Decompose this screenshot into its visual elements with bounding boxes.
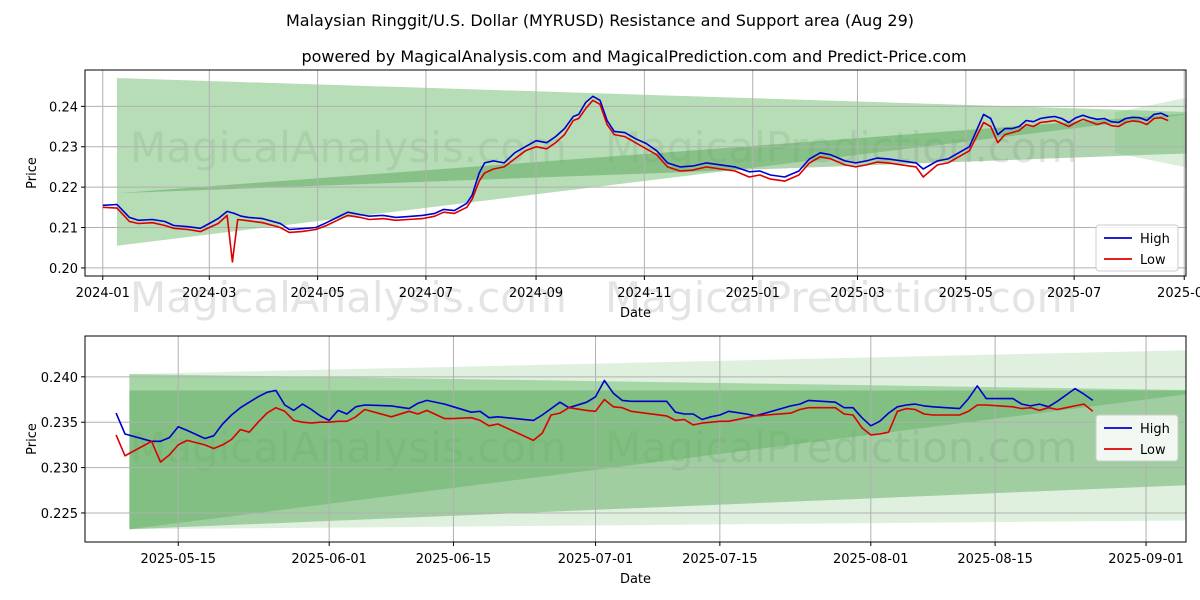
y-tick-label: 0.225	[41, 507, 78, 522]
legend-label-high: High	[1140, 232, 1170, 247]
legend: High Low	[1095, 414, 1179, 462]
y-tick-label: 0.20	[49, 262, 78, 277]
legend-label-low: Low	[1140, 443, 1166, 458]
resistance-support-band-inner	[116, 113, 1186, 194]
legend-label-low: Low	[1140, 253, 1166, 268]
x-tick-label: 2025-06-15	[416, 552, 492, 567]
y-tick-label: 0.240	[41, 371, 78, 386]
y-tick-label: 0.24	[49, 100, 78, 115]
chart-subtitle: powered by MagicalAnalysis.com and Magic…	[301, 47, 966, 66]
x-tick-label: 2024-05	[290, 286, 344, 301]
x-tick-label: 2025-01	[726, 286, 780, 301]
y-tick-label: 0.235	[41, 416, 78, 431]
plot-area	[85, 70, 1186, 276]
top-chart-panel: 2024-01 2024-03 2024-05 2024-07 2024-09 2024-…	[25, 69, 1200, 321]
watermark-mid-left: MagicalAnalysis.com	[130, 273, 567, 322]
x-tick-label: 2024-11	[617, 286, 671, 301]
resistance-support-band-outer	[116, 78, 1186, 246]
x-tick-label: 2024-03	[182, 286, 236, 301]
watermark-mid-right: MagicalPrediction.com	[605, 273, 1078, 322]
series-line-high	[102, 95, 1169, 231]
x-tick-label: 2025-07-01	[558, 552, 634, 567]
x-tick-label: 2025-08-15	[957, 552, 1033, 567]
series-line-high	[115, 379, 1094, 443]
x-tick-label: 2025-05-15	[140, 552, 216, 567]
y-tick-label: 0.230	[41, 462, 78, 477]
x-tick-label: 2025-05	[939, 286, 993, 301]
x-axis-label: Date	[620, 306, 651, 321]
resistance-support-band-inner	[129, 390, 1186, 530]
axes-frame	[84, 69, 1187, 277]
x-tick-label: 2025-07	[1047, 286, 1101, 301]
x-tick-label: 2025-09-01	[1108, 552, 1184, 567]
resistance-support-band-faint	[1114, 97, 1186, 168]
y-tick-label: 0.21	[49, 222, 78, 237]
x-tick-label: 2025-08-01	[833, 552, 909, 567]
x-tick-label: 2024-01	[76, 286, 130, 301]
series-line-low	[102, 99, 1169, 263]
chart-title: Malaysian Ringgit/U.S. Dollar (MYRUSD) R…	[286, 11, 914, 30]
legend: High Low	[1095, 224, 1179, 272]
y-axis-label: Price	[25, 157, 40, 189]
plot-area	[85, 336, 1186, 542]
x-tick-label: 2024-07	[399, 286, 453, 301]
x-tick-label: 2025-07-15	[682, 552, 758, 567]
x-tick-label: 2025-06-01	[291, 552, 367, 567]
x-tick-label: 2025-09	[1157, 286, 1200, 301]
y-axis-label: Price	[25, 423, 40, 455]
x-tick-label: 2024-09	[509, 286, 563, 301]
series-line-low	[115, 398, 1094, 463]
axes-frame	[84, 335, 1187, 543]
legend-label-high: High	[1140, 422, 1170, 437]
x-tick-label: 2025-03	[830, 286, 884, 301]
y-tick-label: 0.23	[49, 141, 78, 156]
resistance-support-band-faint	[129, 350, 1186, 530]
x-axis-label: Date	[620, 572, 651, 587]
y-tick-label: 0.22	[49, 181, 78, 196]
bottom-chart-panel: 2025-05-15 2025-06-01 2025-06-15 2025-07-01…	[25, 335, 1187, 587]
